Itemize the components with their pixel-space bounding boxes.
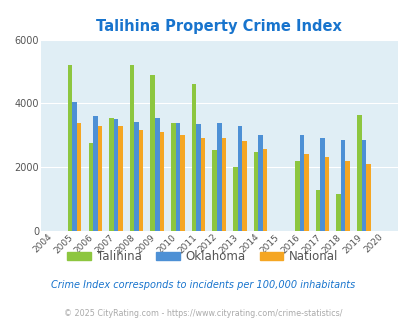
Bar xyxy=(139,130,143,231)
Bar xyxy=(315,190,320,231)
Bar xyxy=(171,122,175,231)
Title: Talihina Property Crime Index: Talihina Property Crime Index xyxy=(96,19,341,34)
Bar xyxy=(155,118,159,231)
Bar xyxy=(216,123,221,231)
Legend: Talihina, Oklahoma, National: Talihina, Oklahoma, National xyxy=(62,245,343,268)
Bar xyxy=(324,157,328,231)
Bar xyxy=(345,161,349,231)
Bar xyxy=(72,102,77,231)
Bar xyxy=(221,139,226,231)
Bar xyxy=(232,167,237,231)
Bar xyxy=(253,152,258,231)
Bar xyxy=(134,121,139,231)
Bar xyxy=(180,135,184,231)
Bar xyxy=(258,135,262,231)
Bar xyxy=(109,118,113,231)
Bar xyxy=(299,135,303,231)
Text: © 2025 CityRating.com - https://www.cityrating.com/crime-statistics/: © 2025 CityRating.com - https://www.city… xyxy=(64,309,341,318)
Bar xyxy=(294,161,299,231)
Bar xyxy=(320,139,324,231)
Bar xyxy=(365,164,370,231)
Bar xyxy=(196,124,200,231)
Bar xyxy=(97,126,102,231)
Bar xyxy=(93,116,97,231)
Bar xyxy=(113,119,118,231)
Bar xyxy=(68,65,72,231)
Bar xyxy=(237,126,241,231)
Bar xyxy=(241,141,246,231)
Text: Crime Index corresponds to incidents per 100,000 inhabitants: Crime Index corresponds to incidents per… xyxy=(51,280,354,290)
Bar xyxy=(175,123,180,231)
Bar xyxy=(212,150,216,231)
Bar xyxy=(340,140,345,231)
Bar xyxy=(77,123,81,231)
Bar xyxy=(262,149,267,231)
Bar xyxy=(88,143,93,231)
Bar xyxy=(159,132,164,231)
Bar xyxy=(303,154,308,231)
Bar xyxy=(335,194,340,231)
Bar xyxy=(118,126,122,231)
Bar xyxy=(356,115,360,231)
Bar xyxy=(150,75,155,231)
Bar xyxy=(130,65,134,231)
Bar xyxy=(200,138,205,231)
Bar xyxy=(360,140,365,231)
Bar xyxy=(191,84,196,231)
